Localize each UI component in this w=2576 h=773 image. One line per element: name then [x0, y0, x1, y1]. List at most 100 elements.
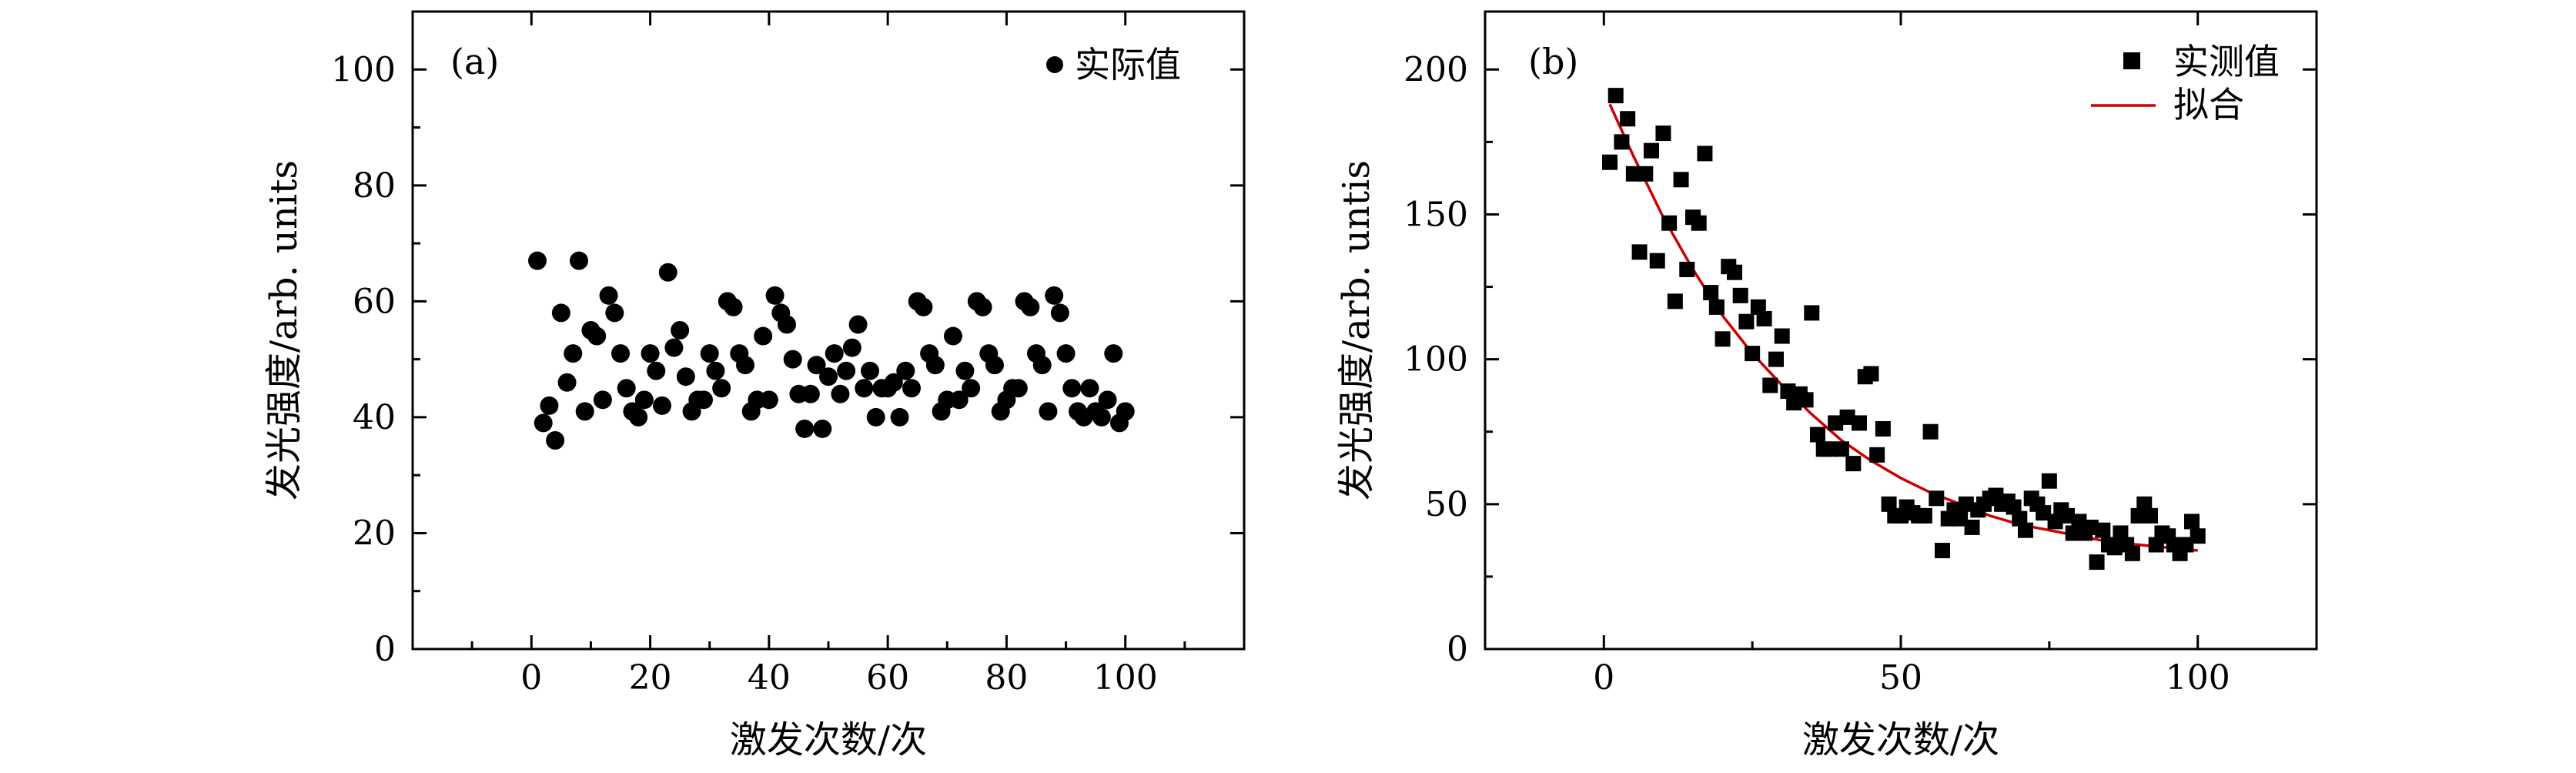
panel-b-data-point: [1810, 427, 1825, 443]
panel-b-data-point: [1828, 415, 1844, 431]
panel-a-data-point: [902, 379, 921, 398]
panel-b-data-point: [1715, 331, 1731, 347]
panel-a-data-point: [783, 350, 802, 369]
panel-b-data-point: [1691, 215, 1707, 231]
panel-b-data-point: [1673, 172, 1689, 188]
panel-b-data-point: [1644, 142, 1659, 159]
panel-a-data-point: [866, 407, 885, 427]
panel-b-y-tick-label: 0: [1447, 630, 1468, 669]
panel-a-data-point: [925, 356, 945, 375]
panel-b-data-point: [1649, 253, 1665, 269]
panel-b-data-point: [1738, 313, 1755, 330]
panel-a-data-point: [694, 390, 713, 410]
panel-b-data-point: [2106, 540, 2123, 556]
panel-a-data-point: [962, 379, 981, 398]
panel-b-data-point: [1625, 166, 1641, 182]
panel-a-data-point: [540, 396, 559, 415]
panel-a-data-point: [890, 407, 909, 427]
panel-a-data-point: [1045, 286, 1064, 305]
panel-b-data-point: [1822, 441, 1838, 457]
panel-b-data-point: [1929, 490, 1945, 507]
panel-a-data-point: [759, 390, 778, 410]
panel-a-data-point: [914, 297, 933, 316]
panel-a-y-tick-label: 80: [353, 166, 396, 206]
panel-a-y-tick-label: 0: [374, 630, 396, 669]
panel-a-data-point: [611, 344, 630, 363]
panel-b-data-point: [1774, 328, 1790, 344]
panel-b-data-point: [2065, 525, 2081, 541]
panel-b-data-point: [1935, 543, 1950, 559]
panel-b-data-point: [1804, 305, 1820, 321]
panel-b-data-point: [1964, 519, 1980, 535]
panel-a-data-point: [765, 286, 785, 305]
panel-b-data-point: [1922, 423, 1939, 440]
panel-a-data-point: [564, 344, 583, 363]
panel-a-data-point: [837, 361, 856, 380]
panel-b-data-point: [1602, 154, 1618, 170]
panel-a-data-point: [1039, 402, 1058, 421]
panel-b-data-point: [1661, 215, 1678, 231]
panel-a-data-point: [778, 315, 796, 334]
panel-a-data-point: [801, 384, 820, 403]
panel-b-data-point: [1631, 244, 1648, 260]
panel-a-data-point: [1021, 297, 1040, 316]
panel-b-points: [1602, 88, 2206, 571]
panel-a-data-point: [1032, 356, 1052, 375]
panel-a-data-point: [658, 263, 677, 282]
panel-b-data-point: [2083, 519, 2099, 535]
panel-a-tag: (a): [450, 41, 499, 82]
panel-b-legend-square-marker: [2123, 52, 2140, 69]
panel-b-data-point: [1732, 287, 1748, 303]
panel-a-data-point: [653, 396, 671, 415]
panel-a-data-point: [1056, 344, 1076, 363]
panel-a: (a) 激发次数/次 发光强度/arb. units 实际值 0 20 40 60 80…: [263, 10, 1246, 761]
panel-b-data-point: [2089, 554, 2105, 571]
panel-a-data-point: [647, 361, 666, 380]
panel-a-data-point: [1116, 402, 1135, 421]
panel-a-data-point: [896, 361, 915, 380]
panel-b-data-point: [2178, 537, 2194, 553]
panel-a-legend: 实际值: [1046, 44, 1181, 85]
panel-b-data-point: [1845, 456, 1862, 472]
panel-b-data-point: [2148, 537, 2164, 553]
panel-a-data-point: [949, 390, 969, 410]
panel-b-data-point: [1762, 377, 1778, 393]
panel-b-data-point: [1750, 299, 1766, 315]
panel-b-tag: (b): [1528, 41, 1578, 82]
panel-a-data-point: [1092, 407, 1111, 427]
panel-a-x-tick-label: 40: [748, 658, 791, 698]
panel-a-data-point: [528, 251, 547, 270]
panel-b-data-point: [1620, 111, 1636, 127]
panel-a-y-tick-label: 60: [353, 282, 396, 321]
panel-a-x-tick-label: 60: [866, 658, 909, 698]
panel-b-data-point: [1863, 366, 1879, 382]
panel-b-data-point: [1839, 409, 1855, 425]
panel-b-data-point: [1745, 346, 1761, 362]
panel-a-data-point: [973, 297, 992, 316]
panel-b-data-point: [1703, 285, 1719, 301]
panel-a-x-tick-label: 20: [629, 658, 672, 698]
panel-a-data-point: [587, 326, 607, 346]
panel-a-data-point: [551, 303, 570, 323]
panel-a-data-point: [671, 321, 690, 340]
panel-a-data-point: [825, 344, 844, 363]
panel-b-data-point: [1798, 392, 1814, 408]
panel-b-data-point: [1708, 299, 1725, 315]
panel-a-frame: [411, 10, 1246, 651]
panel-a-data-point: [724, 297, 743, 316]
panel-b-data-point: [1952, 510, 1969, 527]
panel-a-data-point: [599, 286, 618, 305]
panel-a-x-axis-title: 激发次数/次: [730, 718, 927, 761]
panel-b-data-point: [1607, 88, 1624, 104]
panel-a-data-point: [593, 390, 612, 410]
panel-b-x-axis-title: 激发次数/次: [1802, 718, 1999, 761]
panel-a-data-point: [575, 402, 594, 421]
panel-a-data-point: [700, 344, 719, 363]
panel-b-data-point: [2047, 514, 2063, 530]
panel-b-data-point: [2095, 522, 2111, 538]
panel-a-data-point: [706, 361, 725, 380]
panel-a-x-tick-label: 100: [1093, 658, 1158, 698]
panel-b-data-point: [1875, 420, 1891, 437]
panel-b-data-point: [1916, 507, 1932, 524]
panel-b-data-point: [1614, 134, 1630, 150]
